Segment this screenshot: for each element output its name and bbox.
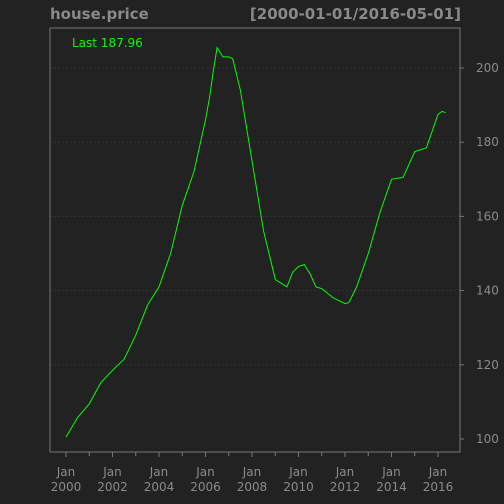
chart-grid [50,67,460,366]
y-tick-label-140: 140 [476,284,499,298]
y-tick-label-120: 120 [476,358,499,372]
x-tick-year-2014: 2014 [376,480,407,494]
y-tick-label-180: 180 [476,135,499,149]
chart-axes: 100120140160180200Jan2000Jan2002Jan2004J… [51,61,499,494]
y-tick-label-100: 100 [476,432,499,446]
x-tick-month-2012: Jan [335,465,355,479]
chart-date-range: [2000-01-01/2016-05-01] [249,5,461,23]
x-tick-month-2016: Jan [428,465,448,479]
x-tick-month-2000: Jan [56,465,76,479]
x-tick-year-2016: 2016 [423,480,454,494]
x-tick-month-2002: Jan [102,465,122,479]
x-tick-year-2012: 2012 [330,480,361,494]
y-tick-label-160: 160 [476,209,499,223]
x-tick-year-2000: 2000 [51,480,82,494]
x-tick-year-2006: 2006 [190,480,221,494]
series-line-house-price [65,46,446,438]
x-tick-month-2010: Jan [288,465,308,479]
x-tick-year-2004: 2004 [144,480,175,494]
x-tick-year-2010: 2010 [283,480,314,494]
last-value-label: Last 187.96 [72,36,143,50]
x-tick-month-2006: Jan [195,465,215,479]
x-tick-year-2008: 2008 [237,480,268,494]
chart-symbol-title: house.price [50,5,149,23]
x-tick-month-2008: Jan [242,465,262,479]
x-tick-year-2002: 2002 [97,480,128,494]
y-tick-label-200: 200 [476,61,499,75]
x-tick-month-2004: Jan [149,465,169,479]
plot-frame [49,27,461,453]
x-tick-month-2014: Jan [381,465,401,479]
